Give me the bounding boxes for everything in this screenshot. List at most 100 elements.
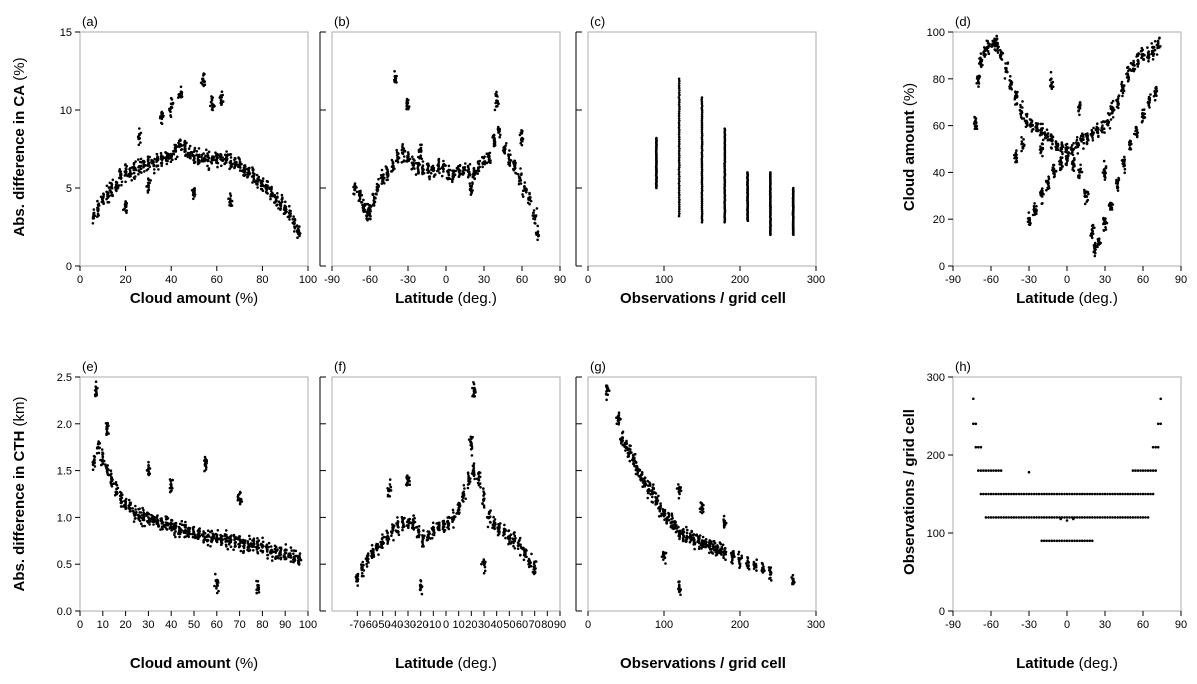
data-point xyxy=(1153,40,1157,43)
data-point xyxy=(1072,142,1075,145)
data-point xyxy=(526,201,530,205)
data-point xyxy=(239,539,243,543)
data-point xyxy=(362,198,365,202)
data-point xyxy=(1152,52,1156,56)
data-point xyxy=(493,108,497,112)
data-point xyxy=(1076,145,1079,149)
data-point xyxy=(156,523,160,526)
data-point xyxy=(496,533,500,537)
data-point xyxy=(190,189,194,192)
data-point xyxy=(537,234,540,238)
data-point xyxy=(648,484,652,487)
data-point xyxy=(380,173,383,177)
data-point xyxy=(617,416,620,419)
y-tick-label: 2.0 xyxy=(57,419,72,431)
data-point xyxy=(468,187,472,191)
data-point xyxy=(145,185,148,188)
plot-frame xyxy=(587,31,817,267)
data-point xyxy=(1065,154,1069,158)
data-point xyxy=(700,106,704,110)
data-point xyxy=(293,218,297,222)
data-point xyxy=(99,458,102,462)
data-point xyxy=(419,154,423,157)
data-point xyxy=(657,494,660,498)
data-point xyxy=(165,151,168,155)
data-point xyxy=(629,450,632,454)
data-point xyxy=(246,548,249,552)
data-point xyxy=(520,172,523,175)
data-point xyxy=(646,496,649,500)
plot-frame xyxy=(331,31,561,267)
data-point xyxy=(425,168,429,172)
data-point xyxy=(119,176,122,179)
x-tick-label: -40 xyxy=(387,619,403,631)
data-point xyxy=(769,171,772,174)
data-point xyxy=(713,541,717,545)
data-point xyxy=(1059,159,1063,163)
data-point xyxy=(401,517,404,521)
data-point xyxy=(990,45,994,48)
data-point xyxy=(133,517,137,520)
data-point xyxy=(94,385,97,389)
data-point xyxy=(1143,53,1146,57)
data-point xyxy=(1087,192,1090,196)
data-point xyxy=(157,168,160,171)
data-point xyxy=(1045,128,1049,131)
data-point xyxy=(203,72,206,76)
data-point xyxy=(1078,170,1081,174)
data-point xyxy=(1076,152,1080,155)
data-point xyxy=(430,536,434,540)
x-tick-label: -70 xyxy=(349,619,365,631)
data-point xyxy=(427,164,431,167)
data-point xyxy=(216,156,219,160)
data-point xyxy=(183,139,187,143)
data-point xyxy=(1079,137,1082,140)
data-point xyxy=(277,200,281,203)
data-point xyxy=(200,155,203,159)
data-point xyxy=(507,157,511,160)
data-point xyxy=(469,440,472,444)
data-point xyxy=(276,203,279,206)
data-point xyxy=(678,193,681,197)
data-point xyxy=(407,152,410,156)
data-point xyxy=(255,588,258,591)
data-point xyxy=(191,532,195,536)
data-point xyxy=(1085,191,1088,194)
data-point xyxy=(1103,131,1106,134)
data-point xyxy=(153,518,157,521)
data-point xyxy=(473,395,477,398)
data-point xyxy=(671,516,674,520)
data-point xyxy=(1034,122,1038,125)
data-point xyxy=(472,393,475,396)
data-point xyxy=(1152,45,1156,49)
data-point xyxy=(365,565,369,568)
data-point xyxy=(395,151,399,154)
data-point xyxy=(109,477,113,481)
data-point xyxy=(487,152,491,155)
data-point xyxy=(205,148,208,152)
data-point xyxy=(219,95,222,99)
data-point xyxy=(1121,91,1125,95)
data-point xyxy=(114,180,118,184)
data-point xyxy=(1092,126,1095,130)
data-point xyxy=(684,540,688,543)
data-point xyxy=(251,543,255,547)
data-point xyxy=(516,544,520,547)
data-point xyxy=(209,100,213,104)
data-point xyxy=(242,173,245,177)
data-point xyxy=(438,171,441,175)
data-point xyxy=(367,561,370,564)
data-point xyxy=(638,469,641,472)
data-point xyxy=(1150,42,1153,45)
data-point xyxy=(120,180,124,184)
data-point xyxy=(486,525,490,529)
data-point xyxy=(212,156,216,159)
data-point xyxy=(430,527,434,530)
data-point xyxy=(617,423,620,426)
data-point xyxy=(215,578,219,582)
data-point xyxy=(97,441,101,445)
data-point xyxy=(446,170,449,173)
data-point xyxy=(422,168,425,171)
x-tick-label: 60 xyxy=(516,274,528,286)
data-point xyxy=(1147,53,1150,57)
